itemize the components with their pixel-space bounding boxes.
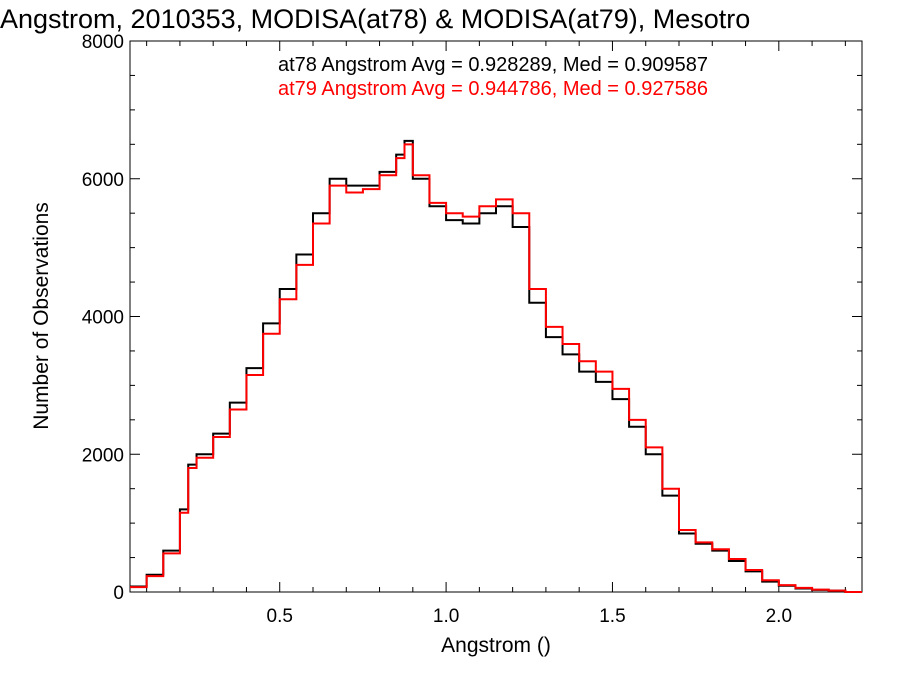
x-tick-label: 2.0 (766, 606, 792, 627)
plot-frame (129, 40, 863, 593)
stat-line-at78: at78 Angstrom Avg = 0.928289, Med = 0.90… (278, 54, 708, 76)
y-axis-label: Number of Observations (30, 202, 53, 430)
y-axis: 0 2000 4000 6000 8000 (82, 32, 862, 604)
x-axis-label: Angstrom () (441, 634, 551, 657)
series-at78-step-line (130, 139, 862, 593)
plot-area-border (129, 40, 863, 593)
x-tick-label: 0.5 (267, 606, 293, 627)
y-tick-label: 2000 (82, 445, 124, 466)
series-at79-step-line (130, 143, 862, 593)
y-tick-label: 4000 (82, 308, 124, 329)
x-tick-label: 1.0 (433, 606, 459, 627)
stat-line-at79: at79 Angstrom Avg = 0.944786, Med = 0.92… (278, 78, 708, 100)
chart-title: Angstrom, 2010353, MODISA(at78) & MODISA… (0, 4, 750, 34)
y-tick-label: 0 (113, 583, 124, 604)
x-axis: 0.5 1.0 1.5 2.0 (146, 41, 846, 627)
y-tick-label: 8000 (82, 32, 124, 53)
series-layer (130, 139, 862, 593)
x-tick-label: 1.5 (599, 606, 625, 627)
y-tick-label: 6000 (82, 170, 124, 191)
stats-annotations: at78 Angstrom Avg = 0.928289, Med = 0.90… (278, 54, 708, 100)
